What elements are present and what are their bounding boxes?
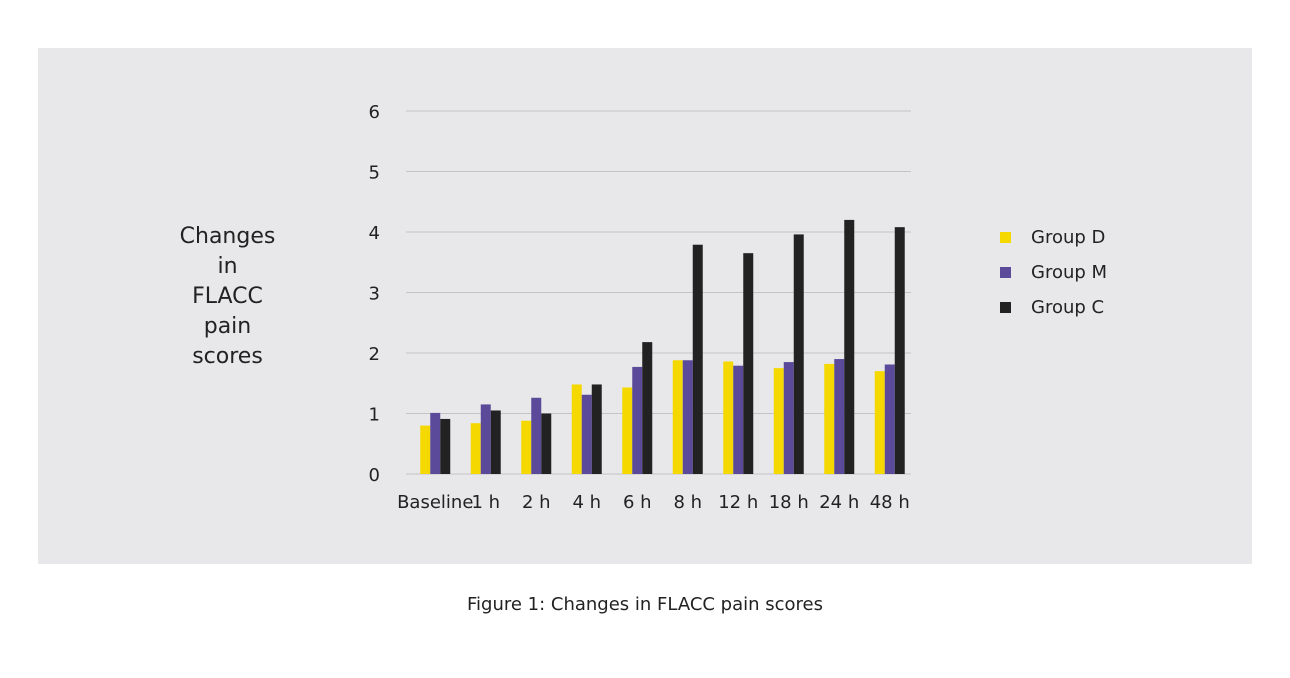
bar-group-d: [470, 423, 481, 474]
legend-label: Group D: [1031, 227, 1106, 248]
y-axis-label-line: scores: [192, 344, 263, 369]
bar-group-m: [632, 366, 643, 474]
x-tick-label: 2 h: [522, 492, 551, 513]
legend-label: Group C: [1031, 297, 1105, 318]
bar-group-c: [591, 384, 602, 474]
y-tick-label: 6: [369, 102, 380, 123]
x-tick-label: 24 h: [819, 492, 859, 513]
bar-group-d: [420, 425, 431, 474]
x-tick-label: Baseline: [397, 492, 473, 513]
legend-item-group-c: Group C: [1000, 290, 1107, 325]
bar-group-c: [844, 219, 855, 474]
y-tick-label: 3: [369, 284, 380, 305]
x-tick-label: 12 h: [718, 492, 758, 513]
bar-group-d: [571, 384, 582, 474]
x-tick-label: 1 h: [471, 492, 500, 513]
chart-panel: 0 1 2 3 4 5 6 Baseline 1 h 2 h 4 h 6 h 8 h 12 h 18 h 2…: [38, 48, 1252, 564]
bar-group-c: [642, 342, 653, 474]
bar-group-c: [692, 244, 703, 474]
bar-group-m: [531, 397, 542, 474]
bar-group-c: [894, 227, 905, 474]
bar-group-m: [581, 394, 592, 474]
bar-group-c: [440, 418, 451, 474]
y-tick-label: 1: [369, 405, 380, 426]
bar-group-m: [733, 365, 744, 474]
bar-group-d: [521, 420, 532, 474]
bar-group-d: [622, 387, 633, 474]
y-axis-label-line: Changes: [179, 224, 276, 249]
legend-swatch: [1000, 267, 1011, 278]
bar-group-d: [874, 371, 885, 474]
bar-group-c: [793, 234, 804, 474]
y-tick-label: 0: [369, 465, 380, 486]
bar-group-m: [783, 362, 794, 474]
bar-group-c: [490, 410, 501, 474]
legend-item-group-m: Group M: [1000, 255, 1107, 290]
bar-group-m: [480, 404, 491, 474]
y-axis-label-line: FLACC: [192, 284, 263, 309]
bar-group-d: [723, 361, 734, 474]
y-axis-label-line: pain: [203, 314, 252, 339]
y-axis-label: Changes in FLACC pain scores: [150, 222, 305, 372]
x-tick-label: 8 h: [673, 492, 702, 513]
y-axis-label-line: in: [217, 254, 238, 279]
legend-swatch: [1000, 302, 1011, 313]
legend-item-group-d: Group D: [1000, 220, 1107, 255]
bar-group-m: [884, 364, 895, 474]
legend: Group D Group M Group C: [1000, 220, 1107, 325]
bar-group-d: [824, 363, 835, 474]
y-tick-label: 4: [369, 223, 380, 244]
bar-group-d: [672, 360, 683, 474]
bar-group-m: [682, 360, 693, 474]
figure-caption: Figure 1: Changes in FLACC pain scores: [466, 594, 824, 615]
y-tick-label: 5: [369, 163, 380, 184]
y-tick-label: 2: [369, 344, 380, 365]
x-tick-label: 18 h: [769, 492, 809, 513]
x-tick-label: 4 h: [572, 492, 601, 513]
legend-label: Group M: [1031, 262, 1108, 283]
x-tick-label: 6 h: [623, 492, 652, 513]
legend-swatch: [1000, 232, 1011, 243]
bar-group-d: [773, 368, 784, 474]
bar-group-m: [430, 412, 441, 474]
bar-group-c: [541, 413, 552, 474]
bar-group-m: [834, 359, 845, 474]
x-tick-label: 48 h: [870, 492, 910, 513]
bar-group-c: [743, 253, 754, 474]
